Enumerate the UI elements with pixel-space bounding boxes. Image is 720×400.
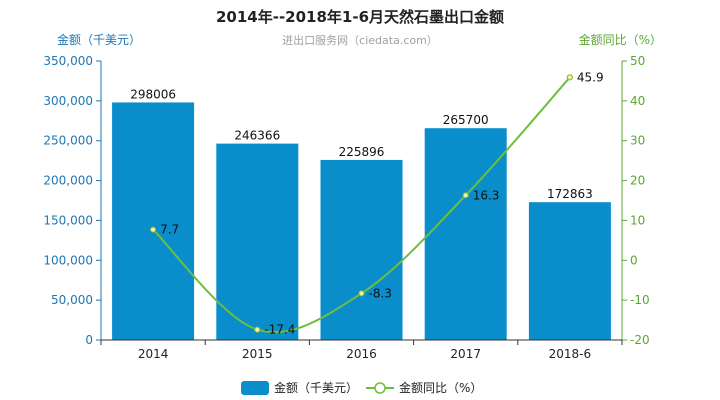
left-tick-label: 300,000: [43, 94, 93, 108]
right-tick-label: -10: [630, 293, 650, 307]
right-tick-label: 50: [630, 54, 645, 68]
bar-value-label: 298006: [130, 87, 176, 101]
right-tick-label: 20: [630, 174, 645, 188]
legend-bar-label: 金额（千美元）: [274, 380, 358, 395]
bar-value-label: 225896: [339, 145, 385, 159]
bar-2017: [424, 128, 507, 340]
chart-subtitle: 进出口服务网（ciedata.com）: [282, 33, 438, 47]
right-tick-label: 10: [630, 213, 645, 227]
x-tick-label: 2016: [346, 347, 377, 361]
yoy-point-2017: [462, 192, 469, 199]
right-axis-label: 金额同比（%）: [579, 32, 662, 47]
legend-line-label: 金额同比（%）: [399, 380, 482, 395]
plot-area: 0 50,000 100,000 150,000 200,000 250,000 300,0…: [43, 54, 649, 361]
legend-line-marker: [374, 382, 386, 394]
bar-2018-6: [528, 202, 611, 340]
x-tick-label: 2014: [138, 347, 169, 361]
bar-2014: [112, 102, 195, 340]
yoy-value-label: -17.4: [264, 323, 295, 337]
right-tick-label: 0: [630, 253, 638, 267]
left-tick-label: 50,000: [51, 293, 93, 307]
chart-title: 2014年--2018年1-6月天然石墨出口金额: [216, 8, 504, 26]
x-tick-label: 2018-6: [549, 347, 592, 361]
x-tick-label: 2017: [450, 347, 481, 361]
bar-value-label: 246366: [234, 129, 280, 143]
yoy-value-label: 7.7: [160, 223, 179, 237]
yoy-point-2018-6: [566, 74, 574, 81]
bar-2016: [320, 159, 403, 340]
left-tick-label: 250,000: [43, 134, 93, 148]
legend: 金额（千美元） 金额同比（%）: [241, 380, 482, 395]
right-tick-label: -20: [630, 333, 650, 347]
right-tick-label: 40: [630, 94, 645, 108]
legend-bar-swatch: [241, 381, 269, 395]
left-tick-label: 200,000: [43, 174, 93, 188]
yoy-value-label: 16.3: [473, 188, 500, 202]
yoy-value-label: 45.9: [577, 70, 604, 84]
yoy-point-2015: [254, 326, 261, 333]
yoy-value-label: -8.3: [369, 286, 392, 300]
bar-2015: [216, 143, 299, 340]
yoy-point-2014: [150, 226, 157, 233]
bar-value-label: 172863: [547, 187, 593, 201]
left-tick-label: 150,000: [43, 213, 93, 227]
left-axis-label: 金额（千美元）: [57, 32, 141, 47]
left-tick-label: 0: [85, 333, 93, 347]
left-tick-label: 350,000: [43, 54, 93, 68]
yoy-point-2016: [358, 290, 365, 297]
x-tick-label: 2015: [242, 347, 273, 361]
left-tick-label: 100,000: [43, 253, 93, 267]
bar-value-label: 265700: [443, 113, 489, 127]
right-tick-label: 30: [630, 134, 645, 148]
